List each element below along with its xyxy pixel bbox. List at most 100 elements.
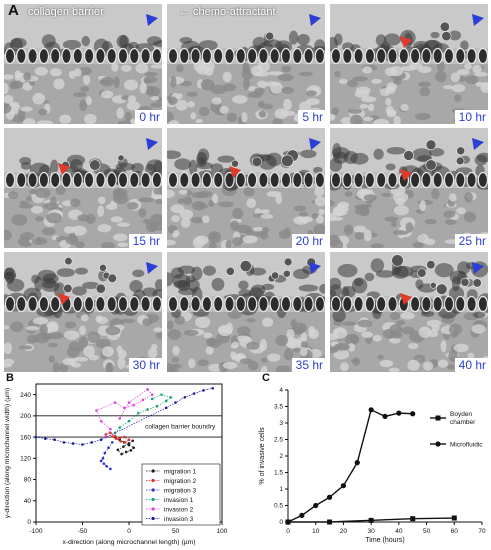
micrograph-frame: 20 hr <box>167 128 325 248</box>
trajectory-point <box>105 464 108 468</box>
x-axis-label: Time (hours) <box>365 537 404 544</box>
trajectory-line <box>35 387 213 445</box>
trajectory-point <box>102 462 106 465</box>
trajectory-point <box>174 401 177 404</box>
data-point <box>340 483 347 489</box>
trajectory-point <box>127 438 131 442</box>
x-tick-label: 50 <box>423 528 431 535</box>
trajectory-point <box>183 395 187 399</box>
series-line <box>287 409 413 523</box>
legend-marker <box>151 478 155 483</box>
trajectory-point <box>34 435 38 439</box>
blue-arrow-icon <box>309 138 321 150</box>
x-tick-label: 20 <box>340 528 348 535</box>
trajectory-chart: -100 -50 0 50 100 0 40 80 120 160 200 240 collagen b… <box>4 383 228 546</box>
trajectory-point <box>99 459 103 463</box>
trajectory-point <box>137 411 140 415</box>
trajectory-point <box>155 404 159 408</box>
trajectory-point <box>123 441 127 444</box>
time-label: 40 hr <box>454 358 488 372</box>
y-tick-label: 2 <box>279 453 283 460</box>
data-point <box>396 410 402 416</box>
trajectory-point <box>101 457 105 460</box>
trajectory-point <box>109 427 112 431</box>
y-axis-label: % of invasive cells <box>259 427 266 485</box>
micrograph-frame: 0 hr collagen barrier <box>4 4 162 124</box>
legend-label: migration 1 <box>164 468 197 475</box>
data-point <box>285 519 291 525</box>
legend-marker <box>435 415 441 421</box>
trajectory-point <box>192 392 196 395</box>
y-axis-label: y-direction (along microchannel width) (… <box>4 388 11 518</box>
x-axis-label: x-direction (along microchannel length) … <box>62 539 195 546</box>
data-point <box>326 494 333 500</box>
trajectory-point <box>118 426 121 429</box>
micrograph-image <box>4 128 162 248</box>
x-tick-label: 50 <box>172 528 180 535</box>
micrograph-image <box>4 4 162 124</box>
x-tick-label: -50 <box>78 528 88 535</box>
micrograph-frame: 40 hr <box>330 252 488 372</box>
trajectory-point <box>104 433 108 436</box>
y-tick-label: 1 <box>279 486 283 493</box>
data-point <box>451 515 457 521</box>
trajectory-point <box>160 393 163 396</box>
trajectory-point <box>118 436 121 440</box>
trajectory-point <box>120 452 123 456</box>
time-label: 15 hr <box>128 234 162 248</box>
boundary-annotation: collagen barrier boundry <box>145 423 216 430</box>
y-tick-label: 80 <box>24 477 32 484</box>
data-point <box>368 407 374 413</box>
trajectory-line <box>95 388 153 438</box>
time-label: 0 hr <box>135 110 162 124</box>
time-label: 5 hr <box>298 110 325 124</box>
micrograph-image <box>330 252 488 372</box>
micrograph-frame: 35 hr <box>167 252 325 372</box>
blue-arrow-icon <box>146 262 158 274</box>
legend-label: invasion 2 <box>164 506 194 513</box>
blue-arrow-icon <box>146 138 158 150</box>
trajectory-line <box>100 442 113 470</box>
legend-marker <box>151 516 155 521</box>
y-tick-label: 3.5 <box>274 404 283 411</box>
y-tick-label: 1.5 <box>274 470 283 477</box>
trajectory-point <box>123 406 126 410</box>
red-arrow-icon <box>400 169 412 181</box>
time-label: 25 hr <box>454 234 488 248</box>
legend-label: Boyden <box>450 411 472 418</box>
legend-marker <box>435 441 441 447</box>
trajectory-point <box>123 435 126 439</box>
micrograph-image <box>4 252 162 372</box>
data-point <box>382 413 388 419</box>
trajectory-point <box>53 438 56 442</box>
legend-label: chamber <box>450 419 476 426</box>
y-tick-label: 0.5 <box>274 503 283 510</box>
trajectory-point <box>164 406 168 410</box>
trajectory-point <box>127 401 131 404</box>
legend-label: invasion 3 <box>164 516 194 523</box>
data-point <box>299 512 305 518</box>
trajectory-point <box>81 443 84 446</box>
legend-marker <box>151 507 155 511</box>
x-tick-label: 30 <box>368 528 376 535</box>
time-label: 10 hr <box>454 110 488 124</box>
panel-b-label: B <box>6 372 14 384</box>
trajectory-point <box>95 409 98 412</box>
trajectory-point <box>114 437 118 440</box>
trajectory-point <box>113 401 117 404</box>
x-tick-label: 0 <box>127 528 131 535</box>
trajectory-point <box>107 446 110 449</box>
trajectory-point <box>44 437 47 440</box>
trajectory-point <box>132 446 135 449</box>
trajectory-point <box>99 419 103 423</box>
y-tick-label: 40 <box>24 498 32 505</box>
micrograph-frame: 30 hr <box>4 252 162 372</box>
red-arrow-icon <box>229 166 241 178</box>
trajectory-point <box>110 435 114 438</box>
collagen-barrier-annotation: collagen barrier <box>28 6 104 18</box>
x-tick-label: 60 <box>451 528 459 535</box>
legend-label: migration 3 <box>164 487 197 494</box>
trajectory-point <box>141 398 145 402</box>
red-arrow-icon <box>58 293 70 305</box>
legend-label: migration 2 <box>164 478 197 485</box>
